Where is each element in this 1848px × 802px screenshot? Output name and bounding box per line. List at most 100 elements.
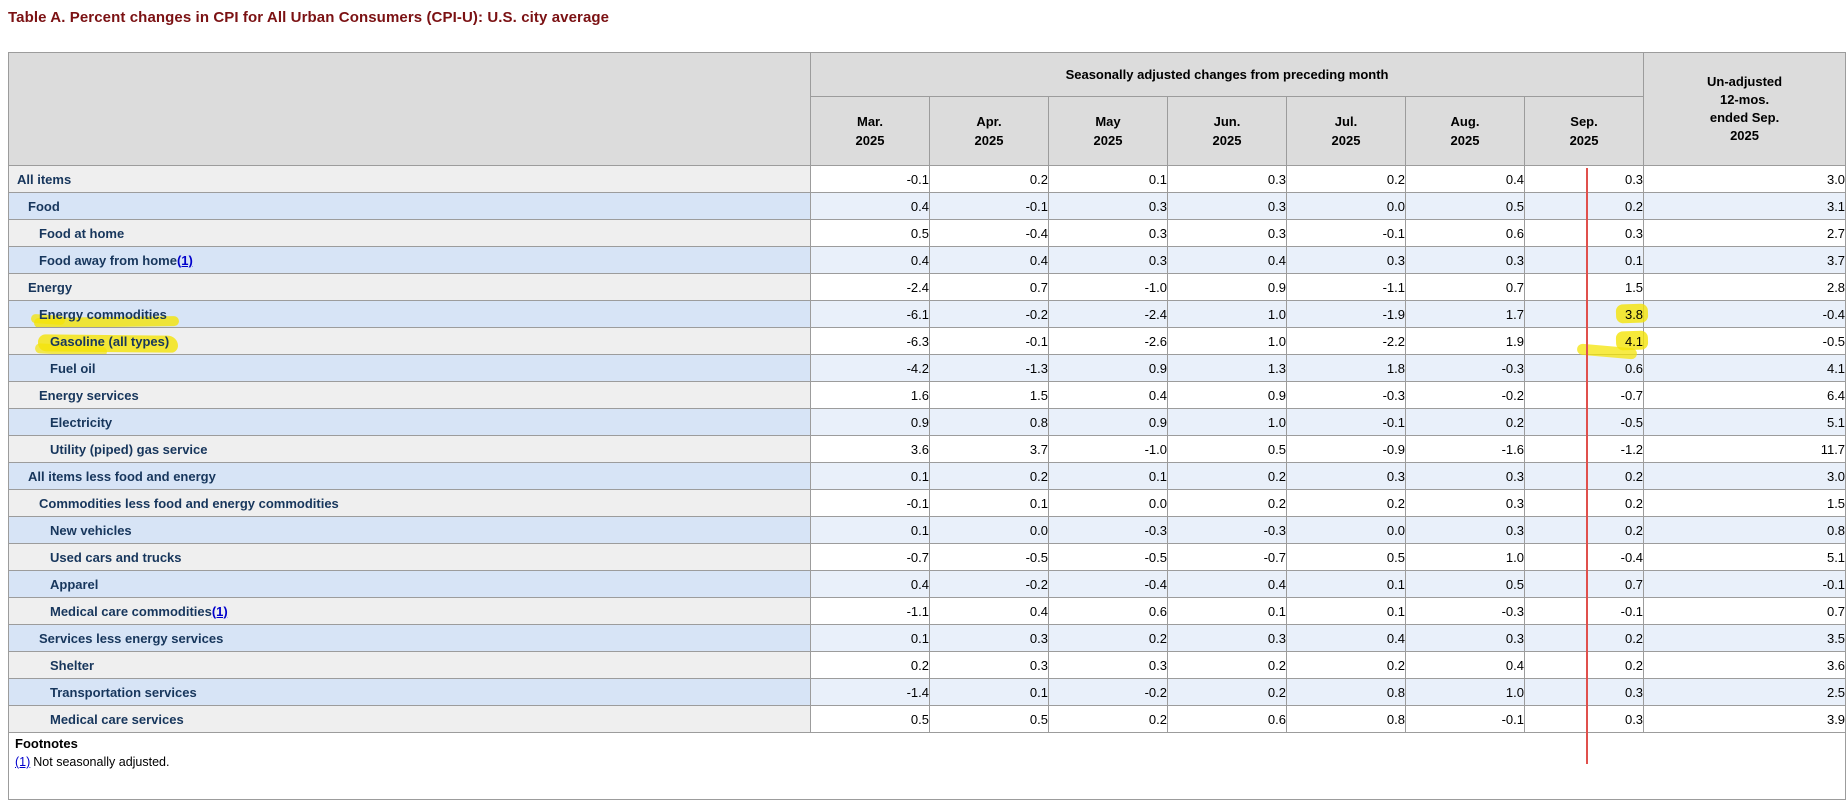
table-row: Food away from home(1) 0.4 0.4 0.3 0.4 0.3 0.3… <box>8 246 1847 274</box>
value-cell: -0.1 <box>1286 408 1406 436</box>
row-label-text: Gasoline (all types) <box>50 333 170 349</box>
value-cell: 0.5 <box>1167 435 1287 463</box>
month-header-jul: Jul. 2025 <box>1286 96 1406 166</box>
value-cell: 0.2 <box>929 462 1049 490</box>
value-cell: 0.3 <box>1405 462 1525 490</box>
table-row: Services less energy services 0.1 0.3 0.2 0.… <box>8 624 1847 652</box>
row-label-text: Energy <box>28 279 73 295</box>
row-label-text: Energy services <box>39 387 139 403</box>
value-cell: 0.4 <box>929 597 1049 625</box>
value-cell: 0.3 <box>1405 489 1525 517</box>
value-cell: 0.7 <box>1405 273 1525 301</box>
value-cell: -0.5 <box>1048 543 1168 571</box>
unadjusted-value-cell: -0.1 <box>1643 570 1847 598</box>
value-cell: 0.4 <box>1167 570 1287 598</box>
value-cell: 0.7 <box>929 273 1049 301</box>
value-cell: 0.1 <box>1048 165 1168 193</box>
value-cell: 3.8 <box>1523 300 1645 328</box>
value-cell: 0.3 <box>1167 219 1287 247</box>
table-row: Apparel 0.4 -0.2 -0.4 0.4 0.1 0.5 0.7 -0.1 <box>8 570 1847 598</box>
row-label-text: Food at home <box>39 225 125 241</box>
footnote-ref-link[interactable]: (1) <box>176 252 193 268</box>
value-cell: -2.4 <box>810 273 930 301</box>
value-cell: 0.3 <box>1286 246 1406 274</box>
value-cell: 1.8 <box>1286 354 1406 382</box>
row-label: New vehicles <box>8 516 811 544</box>
footnote-ref-link[interactable]: (1) <box>211 603 228 619</box>
value-cell: -0.3 <box>1286 381 1406 409</box>
value-cell: 0.2 <box>1405 408 1525 436</box>
row-label: Electricity <box>8 408 811 436</box>
value-cell: -0.1 <box>1523 597 1645 625</box>
cpi-table: Seasonally adjusted changes from precedi… <box>7 52 1847 800</box>
value-cell: 0.1 <box>1167 597 1287 625</box>
value-cell: -0.1 <box>1286 219 1406 247</box>
unadjusted-value-cell: 3.0 <box>1643 165 1847 193</box>
table-row: Commodities less food and energy commodi… <box>8 489 1847 517</box>
value-cell: -6.1 <box>810 300 930 328</box>
row-label-text: Commodities less food and energy commodi… <box>39 495 339 511</box>
value-cell: 0.4 <box>929 246 1049 274</box>
value-cell: 0.2 <box>1523 489 1645 517</box>
value-cell: 0.2 <box>1048 705 1168 733</box>
value-cell: 0.9 <box>1167 381 1287 409</box>
value-cell: -0.1 <box>929 327 1049 355</box>
row-label: Commodities less food and energy commodi… <box>8 489 811 517</box>
value-cell: 0.2 <box>1523 462 1645 490</box>
value-cell: 0.1 <box>929 678 1049 706</box>
unadjusted-value-cell: 0.8 <box>1643 516 1847 544</box>
value-cell: -1.3 <box>929 354 1049 382</box>
unadjusted-value-cell: 2.8 <box>1643 273 1847 301</box>
row-label-text: Utility (piped) gas service <box>50 441 208 457</box>
table-row: Food at home 0.5 -0.4 0.3 0.3 -0.1 0.6 0.3 2.7 <box>8 219 1847 247</box>
value-cell: 0.2 <box>1523 192 1645 220</box>
value-cell: -0.2 <box>1405 381 1525 409</box>
value-cell: -1.4 <box>810 678 930 706</box>
row-label-text: Food away from home <box>39 252 177 268</box>
value-cell: -1.0 <box>1048 273 1168 301</box>
table-row: Fuel oil -4.2 -1.3 0.9 1.3 1.8 -0.3 0.6 4.1 <box>8 354 1847 382</box>
value-cell: -1.1 <box>1286 273 1406 301</box>
table-row: New vehicles 0.1 0.0 -0.3 -0.3 0.0 0.3 0.2 0.8 <box>8 516 1847 544</box>
value-cell: 0.8 <box>929 408 1049 436</box>
table-row: Gasoline (all types) -6.3 -0.1 -2.6 1.0 -2.2 1… <box>8 327 1847 355</box>
value-cell: 0.4 <box>1405 165 1525 193</box>
value-cell: -0.1 <box>810 165 930 193</box>
row-label-text: Electricity <box>50 414 113 430</box>
month-header-mar: Mar. 2025 <box>810 96 930 166</box>
value-cell: 0.3 <box>1523 705 1645 733</box>
value-cell: -1.6 <box>1405 435 1525 463</box>
table-row: Energy -2.4 0.7 -1.0 0.9 -1.1 0.7 1.5 2.8 <box>8 273 1847 301</box>
row-label: Transportation services <box>8 678 811 706</box>
row-label: All items <box>8 165 811 193</box>
unadjusted-value-cell: 3.5 <box>1643 624 1847 652</box>
row-label: Apparel <box>8 570 811 598</box>
value-cell: -1.1 <box>810 597 930 625</box>
value-cell: 0.2 <box>1167 678 1287 706</box>
row-label-text: Apparel <box>50 576 99 592</box>
row-label: Medical care commodities(1) <box>8 597 811 625</box>
value-cell: 0.1 <box>810 624 930 652</box>
footnote-1-link[interactable]: (1) <box>15 755 31 769</box>
value-cell: 0.3 <box>929 651 1049 679</box>
value-cell: -0.5 <box>929 543 1049 571</box>
value-cell: 3.6 <box>810 435 930 463</box>
value-cell: 0.6 <box>1048 597 1168 625</box>
value-cell: 0.1 <box>810 462 930 490</box>
value-cell: 0.3 <box>1167 192 1287 220</box>
unadjusted-value-cell: 3.1 <box>1643 192 1847 220</box>
value-cell: 1.6 <box>810 381 930 409</box>
value-cell: -0.4 <box>1523 543 1645 571</box>
row-label-text: Energy commodities <box>39 306 167 322</box>
value-cell: -1.9 <box>1286 300 1406 328</box>
highlighted-value: 3.8 <box>1624 306 1644 322</box>
row-label: Food away from home(1) <box>8 246 811 274</box>
value-cell: 0.3 <box>1405 516 1525 544</box>
value-cell: 3.7 <box>929 435 1049 463</box>
row-label-text: Medical care commodities <box>50 603 212 619</box>
row-label-text: Transportation services <box>50 684 197 700</box>
row-label: Food at home <box>8 219 811 247</box>
value-cell: 0.6 <box>1167 705 1287 733</box>
value-cell: -6.3 <box>810 327 930 355</box>
value-cell: 0.2 <box>1286 165 1406 193</box>
